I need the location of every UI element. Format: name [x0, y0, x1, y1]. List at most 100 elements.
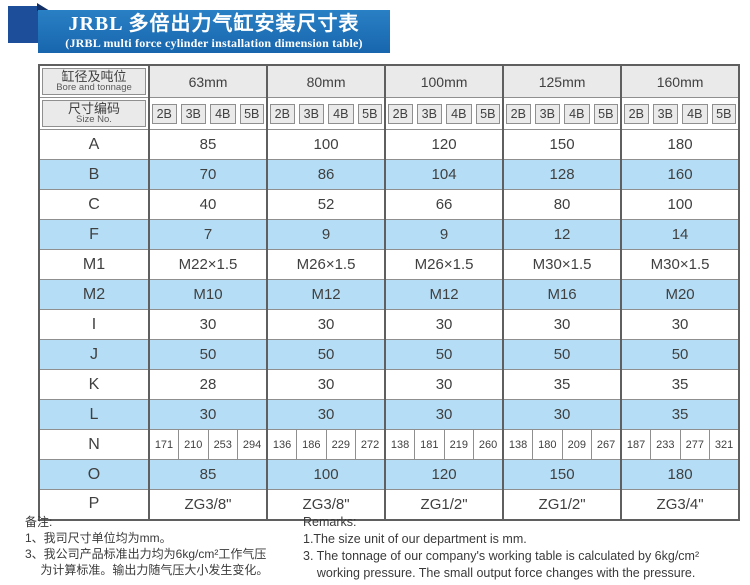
dim-cell: 66: [384, 189, 504, 220]
sizeno-chip: 5B: [357, 103, 383, 124]
row-label: A: [39, 129, 149, 160]
row-label: O: [39, 459, 149, 490]
dim-cell: 219: [443, 429, 474, 460]
table-row-A: A 85 100 120 150 180: [39, 129, 740, 160]
dim-cell: M26×1.5: [384, 249, 504, 280]
dim-cell: 267: [591, 429, 622, 460]
row-label: M2: [39, 279, 149, 310]
dim-cell: 210: [178, 429, 208, 460]
row-label: M1: [39, 249, 149, 280]
sizeno-header: 3B: [178, 97, 208, 130]
dim-cell: ZG3/4": [620, 489, 740, 520]
dim-cell: 52: [266, 189, 386, 220]
corner-bore-tonnage-en: Bore and tonnage: [56, 82, 132, 93]
dim-cell: 136: [266, 429, 297, 460]
sizeno-chip: 4B: [682, 103, 708, 124]
row-label: K: [39, 369, 149, 400]
dim-cell: 100: [266, 459, 386, 490]
note-line: 为计算标准。输出力随气压大小发生变化。: [25, 563, 269, 577]
table-row-L: L 30 30 30 30 35: [39, 399, 740, 430]
corner-size-no-chip: 尺寸编码 Size No.: [42, 100, 146, 127]
note-line: 3、我公司产品标准出力均为6kg/cm²工作气压: [25, 547, 267, 561]
dim-cell: M30×1.5: [620, 249, 740, 280]
sizeno-chip: 3B: [652, 103, 679, 124]
dim-cell: 12: [502, 219, 622, 250]
dim-cell: 187: [620, 429, 651, 460]
dim-cell: 30: [502, 399, 622, 430]
dim-cell: 85: [147, 459, 268, 490]
dim-cell: 150: [502, 459, 622, 490]
dim-cell: 180: [532, 429, 563, 460]
row-label: F: [39, 219, 149, 250]
title-ribbon-fold-icon: [37, 3, 50, 11]
table-row-F: F 7 9 9 12 14: [39, 219, 740, 250]
dim-cell: M10: [147, 279, 268, 310]
sizeno-header: 3B: [414, 97, 445, 130]
dim-cell: 100: [620, 189, 740, 220]
dim-cell: M12: [384, 279, 504, 310]
table-row-N: N 171 210 253 294 136 186 229 272 138 181 219 260 138…: [39, 429, 740, 460]
dim-cell: 28: [147, 369, 268, 400]
sizeno-header: 5B: [355, 97, 386, 130]
dim-cell: 50: [502, 339, 622, 370]
sizeno-chip: 2B: [270, 103, 295, 124]
sizeno-header: 2B: [384, 97, 415, 130]
dim-cell: 30: [384, 369, 504, 400]
sizeno-header: 5B: [237, 97, 268, 130]
dim-cell: 229: [325, 429, 356, 460]
sizeno-chip: 5B: [593, 103, 619, 124]
corner-size-no-zh: 尺寸编码: [67, 101, 120, 116]
title-ribbon: [8, 6, 38, 43]
dim-cell: 7: [147, 219, 268, 250]
header-row-bores: 缸径及吨位 Bore and tonnage 63mm 80mm 100mm 125m…: [39, 64, 740, 98]
dimension-table: 缸径及吨位 Bore and tonnage 63mm 80mm 100mm 125m…: [38, 64, 741, 521]
dim-cell: 80: [502, 189, 622, 220]
note-line: 备注:: [25, 515, 53, 529]
dim-cell: M16: [502, 279, 622, 310]
row-label: N: [39, 429, 149, 460]
dim-cell: 30: [266, 399, 386, 430]
dim-cell: 100: [266, 129, 386, 160]
dim-cell: 181: [414, 429, 445, 460]
bore-header: 63mm: [147, 64, 268, 98]
sizeno-chip: 4B: [564, 103, 590, 124]
sizeno-chip: 2B: [388, 103, 413, 124]
dim-cell: 209: [561, 429, 592, 460]
dim-cell: 30: [266, 369, 386, 400]
note-line: working pressure. The small output force…: [303, 566, 696, 580]
dim-cell: 30: [147, 399, 268, 430]
sizeno-header: 2B: [502, 97, 533, 130]
dim-cell: 30: [502, 309, 622, 340]
sizeno-header: 3B: [296, 97, 327, 130]
dim-cell: M26×1.5: [266, 249, 386, 280]
table-row-B: B 70 86 104 128 160: [39, 159, 740, 190]
dim-cell: 120: [384, 459, 504, 490]
dim-cell: 35: [620, 369, 740, 400]
sizeno-header: 5B: [473, 97, 504, 130]
dim-cell: 128: [502, 159, 622, 190]
table-row-M2: M2 M10 M12 M12 M16 M20: [39, 279, 740, 310]
table-row-O: O 85 100 120 150 180: [39, 459, 740, 490]
dim-cell: 138: [384, 429, 415, 460]
sizeno-chip: 3B: [416, 103, 443, 124]
table-row-K: K 28 30 30 35 35: [39, 369, 740, 400]
dim-cell: M22×1.5: [147, 249, 268, 280]
row-label: I: [39, 309, 149, 340]
dim-cell: 85: [147, 129, 268, 160]
sizeno-chip: 4B: [210, 103, 236, 124]
sizeno-header: 4B: [326, 97, 356, 130]
sizeno-header: 2B: [620, 97, 651, 130]
bore-header: 80mm: [266, 64, 386, 98]
dim-cell: 9: [266, 219, 386, 250]
table-row-M1: M1 M22×1.5 M26×1.5 M26×1.5 M30×1.5 M30×1.5: [39, 249, 740, 280]
dim-cell: 30: [620, 309, 740, 340]
sizeno-header: 4B: [562, 97, 592, 130]
dim-cell: 40: [147, 189, 268, 220]
dim-cell: 35: [620, 399, 740, 430]
header-row-sizenos: 尺寸编码 Size No. 2B 3B 4B 5B 2B 3B 4B 5B 2B 3B 4B 5B 2B…: [39, 97, 740, 130]
dim-cell: 138: [502, 429, 533, 460]
dim-cell: 180: [620, 129, 740, 160]
dim-cell: M30×1.5: [502, 249, 622, 280]
dim-cell: M20: [620, 279, 740, 310]
